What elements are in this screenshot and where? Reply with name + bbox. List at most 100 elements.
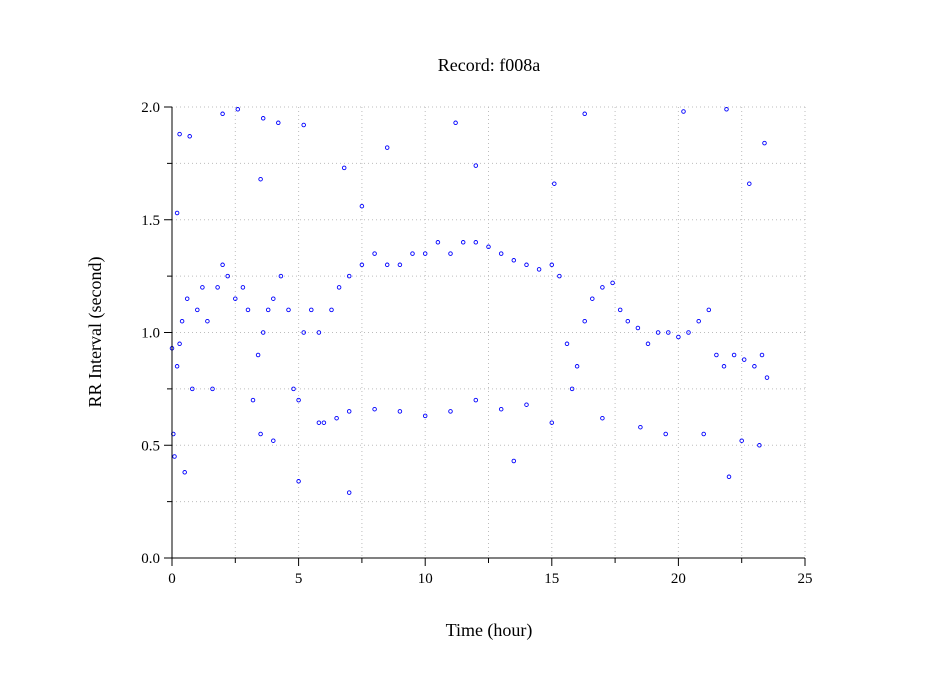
data-point (372, 406, 377, 412)
data-point (316, 420, 322, 425)
data-point (240, 285, 246, 290)
data-point (372, 251, 377, 256)
data-point (316, 330, 322, 335)
data-point (638, 424, 643, 430)
data-point (714, 352, 719, 358)
data-point (498, 251, 504, 256)
data-point (321, 420, 327, 425)
data-point (235, 107, 241, 112)
data-point (741, 357, 747, 362)
data-point (215, 285, 220, 290)
y-tick-label: 1.5 (141, 213, 160, 229)
data-point (549, 420, 555, 425)
data-point (752, 364, 757, 369)
data-point (524, 262, 529, 268)
x-tick-label: 15 (544, 571, 559, 587)
data-point (625, 318, 631, 324)
y-tick-label: 0.0 (141, 551, 160, 567)
data-point (397, 262, 403, 268)
data-point (245, 307, 251, 313)
data-point (329, 307, 334, 313)
y-tick-label: 0.5 (141, 438, 160, 454)
data-point (182, 470, 187, 475)
data-point (696, 318, 701, 324)
data-point (250, 397, 256, 403)
data-point (286, 307, 291, 313)
data-point (346, 409, 352, 414)
data-point (569, 386, 575, 392)
data-point (731, 352, 737, 358)
data-point (276, 120, 281, 126)
x-tick-label: 10 (418, 571, 433, 587)
data-point (174, 210, 180, 216)
data-point (410, 251, 415, 256)
data-point (195, 307, 200, 313)
data-point (701, 431, 706, 437)
data-point (498, 406, 504, 412)
data-point (582, 111, 587, 117)
ticks: 0 5 10 15 20 25 0.0 0.5 1.0 1.5 2.0 (141, 100, 812, 587)
data-point (721, 364, 727, 369)
data-point (757, 443, 762, 448)
y-axis-title: RR Interval (second) (85, 257, 106, 408)
x-tick-label: 0 (168, 571, 176, 587)
data-point (574, 364, 580, 369)
data-point (346, 273, 352, 279)
data-point (435, 240, 441, 245)
data-point (220, 111, 225, 117)
data-point (174, 364, 180, 369)
x-axis-title: Time (hour) (446, 620, 533, 641)
data-point (473, 397, 479, 403)
data-point (384, 262, 390, 268)
data-point (676, 334, 681, 340)
data-point (511, 458, 517, 464)
data-point (336, 285, 342, 290)
data-point (205, 318, 210, 324)
data-point (233, 296, 238, 301)
data-point (747, 181, 752, 186)
data-point (422, 251, 428, 256)
data-point (739, 438, 744, 443)
data-point (655, 330, 661, 335)
data-point (511, 258, 517, 263)
data-point (706, 307, 712, 313)
data-point (265, 307, 271, 313)
data-point (617, 307, 623, 313)
data-point (397, 409, 403, 414)
data-point (473, 240, 479, 245)
data-point (645, 341, 651, 347)
data-point (610, 280, 615, 286)
data-point (220, 262, 225, 268)
data-point (600, 415, 605, 421)
data-point (309, 307, 314, 313)
data-point (726, 474, 732, 480)
data-point (258, 176, 263, 182)
data-point (200, 285, 205, 290)
data-point (260, 330, 266, 335)
data-point (255, 352, 261, 358)
data-point (524, 402, 529, 407)
data-point (600, 285, 605, 290)
data-point (172, 454, 177, 459)
data-point (271, 296, 276, 301)
data-point (271, 438, 276, 443)
data-point (301, 330, 306, 335)
y-tick-label: 2.0 (141, 100, 160, 116)
data-point (210, 386, 215, 392)
data-point (334, 415, 339, 421)
data-point (590, 296, 595, 301)
data-point (225, 273, 230, 279)
data-point (666, 330, 671, 335)
data-point (422, 413, 428, 419)
data-point (686, 330, 691, 335)
data-point (564, 341, 570, 347)
data-point (258, 431, 263, 437)
data-point (296, 479, 301, 484)
data-points (169, 107, 770, 495)
y-tick-label: 1.0 (141, 326, 160, 342)
x-tick-label: 20 (671, 571, 686, 587)
data-point (552, 181, 557, 186)
data-point (341, 165, 347, 171)
data-point (582, 318, 587, 324)
